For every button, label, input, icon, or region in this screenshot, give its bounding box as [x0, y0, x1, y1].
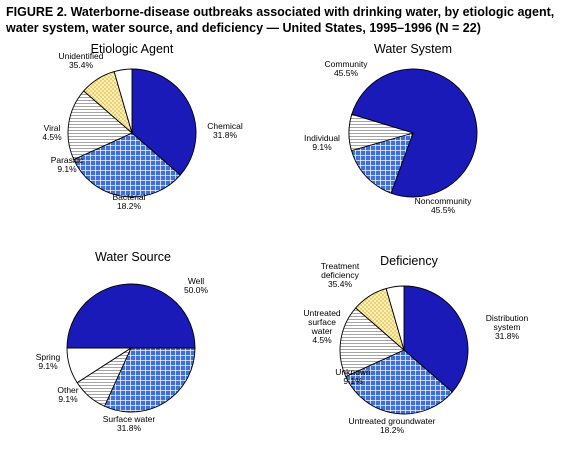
pie-slice	[73, 132, 181, 198]
pie-slice	[113, 68, 133, 134]
pie-slice	[66, 283, 196, 349]
slice-label: Well 50.0%	[184, 276, 209, 295]
slice-label: Untreated groundwater 18.2%	[349, 416, 436, 435]
pie-slice	[103, 347, 196, 413]
slice-label: Community 45.5%	[325, 59, 369, 78]
pie-slice	[345, 349, 453, 415]
chart-title: Water Source	[95, 250, 171, 264]
slice-label: Bacterial 18.2%	[112, 192, 145, 211]
pie-chart-3: Water Source Well 50.0% Surface water 31.8% S…	[36, 250, 209, 433]
pie-slice	[339, 307, 405, 378]
slice-label: Surface water 31.8%	[103, 414, 156, 433]
pie-slice	[66, 347, 133, 384]
slice-label: Untreated surface water 4.5%	[303, 308, 341, 345]
slice-label: Viral 4.5%	[42, 123, 62, 142]
figure-title: FIGURE 2. Waterborne-disease outbreaks a…	[6, 5, 555, 35]
pie-slice	[385, 285, 405, 351]
pie-chart-4: Deficiency Treatment deficiency 35.4% Distri…	[303, 254, 528, 435]
slice-label: Treatment deficiency 35.4%	[321, 261, 360, 289]
slice-label: Unknown 9.1%	[335, 367, 371, 386]
pie-slice	[67, 90, 133, 161]
slice-label: Other 9.1%	[57, 385, 78, 404]
slice-label: Chemical 31.8%	[207, 121, 243, 140]
pie-slice	[403, 285, 469, 393]
pie-chart-2: Water System Community 45.5% Noncommunity 45…	[304, 42, 478, 215]
chart-title: Etiologic Agent	[91, 42, 174, 56]
chart-title: Deficiency	[380, 254, 438, 268]
slice-label: Individual 9.1%	[304, 133, 340, 152]
slice-label: Spring 9.1%	[36, 352, 61, 371]
pie-slice	[348, 113, 415, 152]
slice-label: Parasitic 9.1%	[51, 155, 84, 174]
slice-label: Noncommunity 45.5%	[415, 196, 472, 215]
pie-slice	[131, 68, 197, 176]
slice-label: Distribution system 31.8%	[486, 313, 529, 341]
slice-label: Unidentified 35.4%	[59, 51, 104, 70]
chart-title: Water System	[374, 42, 452, 56]
